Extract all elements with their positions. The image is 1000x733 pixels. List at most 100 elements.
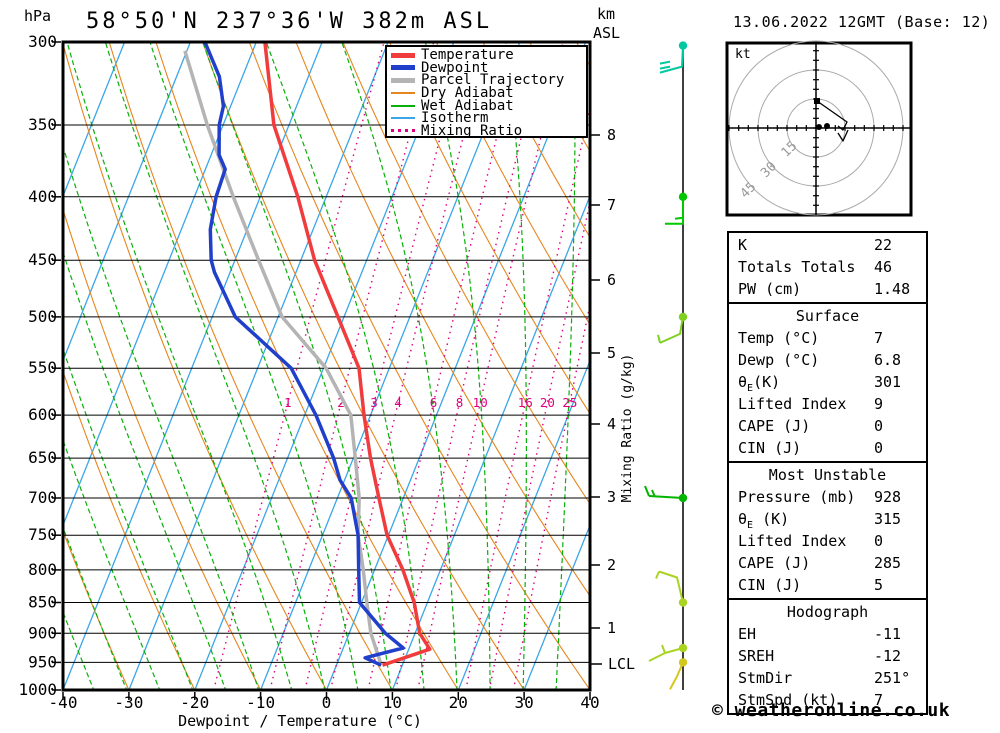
svg-text:6: 6 xyxy=(430,395,438,410)
table-row-value: 7 xyxy=(874,329,884,347)
temp-axis: -40 -30 -20 -10 0 10 20 30 40 xyxy=(49,692,600,712)
table-row-value: 1.48 xyxy=(874,280,911,298)
legend-item-wet-adiabat: Wet Adiabat xyxy=(387,97,586,114)
table-row-label: θE(K) xyxy=(738,373,781,394)
table-row-label: Lifted Index xyxy=(738,532,847,550)
svg-text:0: 0 xyxy=(322,693,332,712)
date-title: 13.06.2022 12GMT (Base: 12) xyxy=(733,13,991,31)
svg-text:800: 800 xyxy=(28,560,57,579)
svg-text:350: 350 xyxy=(28,115,57,134)
svg-text:8: 8 xyxy=(607,126,616,144)
table-row-value: 928 xyxy=(874,488,902,506)
table-row: CAPE (J) 0 xyxy=(729,415,926,437)
svg-text:750: 750 xyxy=(28,525,57,544)
plot-border xyxy=(61,40,592,692)
svg-text:300: 300 xyxy=(28,32,57,51)
table-row-value: -12 xyxy=(874,647,902,665)
table-row-label: StmDir xyxy=(738,669,793,687)
wind-barb-950 xyxy=(669,658,688,690)
svg-text:8: 8 xyxy=(456,395,464,410)
legend-item-mixing-ratio: Mixing Ratio xyxy=(387,124,586,138)
svg-text:-40: -40 xyxy=(49,693,78,712)
table-row: K 22 xyxy=(729,234,926,256)
legend: Temperature Dewpoint Parcel Trajectory Dry … xyxy=(385,45,588,138)
svg-text:-10: -10 xyxy=(246,693,275,712)
table-row-value: 46 xyxy=(874,258,893,276)
table-row: θE(K) 301 xyxy=(729,371,926,394)
legend-swatch xyxy=(391,104,415,107)
table-row-value: 9 xyxy=(874,395,884,413)
table-row: StmSpd (kt) 7 xyxy=(729,689,926,711)
table-row-value: 285 xyxy=(874,554,902,572)
km-axis-unit: km xyxy=(597,5,616,23)
svg-text:600: 600 xyxy=(28,405,57,424)
table-row-value: -11 xyxy=(874,625,902,643)
svg-text:950: 950 xyxy=(28,652,57,671)
table-row-label: StmSpd (kt) xyxy=(738,691,838,709)
table-row-value: 301 xyxy=(874,373,902,391)
table-row-label: θE (K) xyxy=(738,510,790,531)
svg-text:6: 6 xyxy=(607,271,616,289)
table-row: SREH -12 xyxy=(729,645,926,667)
table-row-value: 0 xyxy=(874,532,884,550)
table-row: Pressure (mb) 928 xyxy=(729,486,926,508)
table-row-label: Lifted Index xyxy=(738,395,847,413)
svg-text:30: 30 xyxy=(514,693,533,712)
dewpoint-curve xyxy=(203,42,405,667)
svg-text:16: 16 xyxy=(518,395,533,410)
table-row: Dewp (°C) 6.8 xyxy=(729,349,926,371)
table-row-value: 0 xyxy=(874,439,884,457)
legend-item-dewpoint: Dewpoint xyxy=(387,61,586,75)
table-row-value: 6.8 xyxy=(874,351,902,369)
table-section: K 22 Totals Totals 46 PW (cm) 1.48 xyxy=(729,233,926,302)
wind-barb-700 xyxy=(644,485,688,503)
legend-label: Temperature xyxy=(421,47,514,64)
mixing-ratio-lines xyxy=(213,42,590,690)
svg-text:25: 25 xyxy=(562,395,577,410)
table-row-label: EH xyxy=(738,625,757,643)
table-section-most-unstable: Most Unstable Pressure (mb) 928 θE (K) 315 Li… xyxy=(729,461,926,598)
station-title: 58°50'N 237°36'W 382m ASL xyxy=(86,9,493,34)
wind-barb-925 xyxy=(648,643,688,662)
table-row-label: CIN (J) xyxy=(738,576,802,594)
svg-text:10: 10 xyxy=(383,693,402,712)
mixing-ratio-axis-label: Mixing Ratio (g/kg) xyxy=(620,353,635,503)
wind-barb-850 xyxy=(655,570,688,607)
legend-label: Wet Adiabat xyxy=(421,97,514,114)
wind-barb-400 xyxy=(665,192,688,225)
table-row: StmDir 251° xyxy=(729,667,926,689)
table-row-label: SREH xyxy=(738,647,775,665)
legend-swatch xyxy=(391,92,415,95)
svg-text:20: 20 xyxy=(449,693,468,712)
parcel-trajectory-curve xyxy=(183,50,383,663)
table-row-label: Totals Totals xyxy=(738,258,856,276)
table-row-value: 5 xyxy=(874,576,884,594)
table-row-label: CAPE (J) xyxy=(738,417,811,435)
table-row-value: 251° xyxy=(874,669,911,687)
copyright: © weatheronline.co.uk xyxy=(712,700,951,721)
svg-text:7: 7 xyxy=(607,196,616,214)
hodograph-unit-label: kt xyxy=(735,47,751,62)
table-row: PW (cm) 1.48 xyxy=(729,278,926,300)
svg-text:-30: -30 xyxy=(114,693,143,712)
legend-swatch xyxy=(391,129,415,133)
legend-item-parcel-trajectory: Parcel Trajectory xyxy=(387,73,586,87)
table-section-header: Hodograph xyxy=(786,603,869,621)
table-row-value: 0 xyxy=(874,417,884,435)
asl-axis-unit: ASL xyxy=(593,24,621,42)
svg-text:LCL: LCL xyxy=(608,655,635,673)
wind-barb-302 xyxy=(659,41,688,74)
table-row: Lifted Index 9 xyxy=(729,393,926,415)
legend-label: Isotherm xyxy=(421,110,489,127)
legend-item-isotherm: Isotherm xyxy=(387,110,586,127)
svg-text:-20: -20 xyxy=(180,693,209,712)
pressure-axis: 300 350 400 450 500 550 600 650 700 750 800 850 900 9… xyxy=(18,32,61,699)
svg-text:2: 2 xyxy=(607,556,616,574)
svg-text:3: 3 xyxy=(607,488,616,506)
table-row-label: K xyxy=(738,236,748,254)
table-row-value: 22 xyxy=(874,236,893,254)
legend-label: Dry Adiabat xyxy=(421,85,514,102)
